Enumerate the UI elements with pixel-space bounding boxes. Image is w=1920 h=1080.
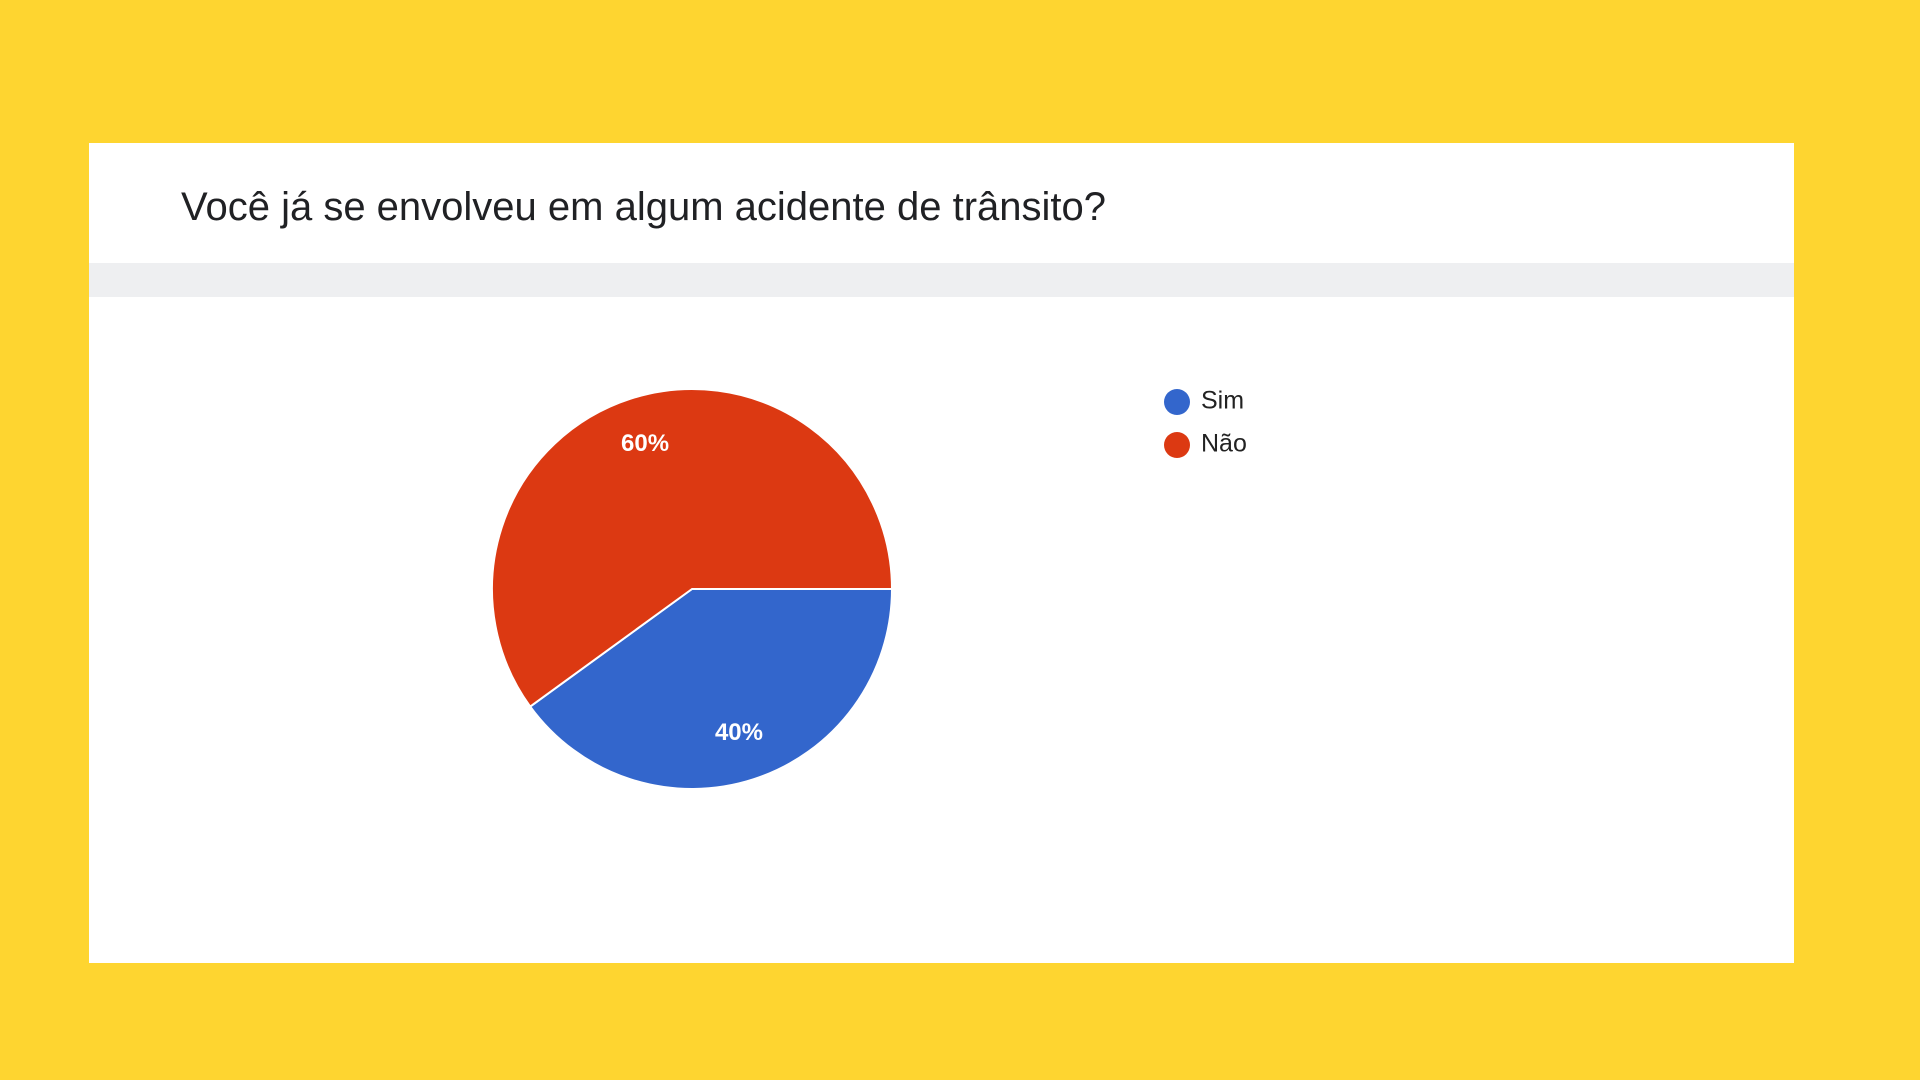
legend-marker	[1164, 432, 1190, 458]
pie-slice	[491, 388, 894, 708]
divider-band	[89, 263, 1794, 297]
legend-marker	[1164, 389, 1190, 415]
pie-slice	[528, 588, 894, 790]
slice-label: 40%	[715, 719, 763, 746]
legend-label: Não	[1201, 430, 1247, 458]
card: Você já se envolveu em algum acidente de…	[89, 143, 1794, 963]
chart-title: Você já se envolveu em algum acidente de…	[181, 185, 1107, 229]
slice-label: 60%	[621, 430, 669, 457]
legend-label: Sim	[1201, 387, 1244, 415]
